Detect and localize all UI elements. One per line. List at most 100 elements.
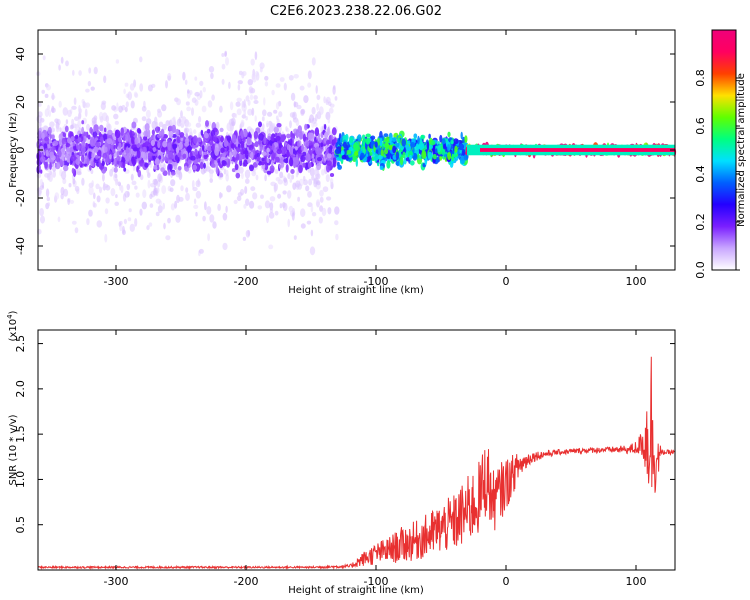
heatmap-cell <box>249 164 254 172</box>
heatmap-cell <box>421 150 427 160</box>
heatmap-cell <box>286 152 290 157</box>
snr-x-tick-label: -200 <box>234 575 259 588</box>
heatmap-cell <box>116 155 121 162</box>
heatmap-cell <box>269 208 274 213</box>
heatmap-cell <box>185 122 192 128</box>
heatmap-cell <box>81 126 85 134</box>
heatmap-cell <box>252 192 258 200</box>
heatmap-cell <box>194 91 200 97</box>
heatmap-cell <box>327 116 331 124</box>
heatmap-cell <box>261 151 267 156</box>
heatmap-cell <box>65 119 69 125</box>
heatmap-cell <box>293 235 297 240</box>
heatmap-cell <box>253 95 258 100</box>
heatmap-cell <box>305 185 310 192</box>
heatmap-cell <box>292 111 297 120</box>
heatmap-cell <box>77 137 82 143</box>
heatmap-cell <box>157 173 162 182</box>
heatmap-cell <box>106 138 113 145</box>
heatmap-cell <box>417 135 420 145</box>
heatmap-cell <box>123 132 126 142</box>
heatmap-cell <box>126 183 131 191</box>
heatmap-cell <box>311 153 315 159</box>
heatmap-cell <box>310 229 314 237</box>
heatmap-cell <box>66 155 72 163</box>
heatmap-cell <box>182 153 187 159</box>
heatmap-cell <box>280 134 285 143</box>
heatmap-cell <box>301 143 304 152</box>
heatmap-cell <box>92 161 95 168</box>
colorbar-label: Normalized spectral amplitude <box>736 73 747 227</box>
heatmap-cell <box>293 101 296 108</box>
heatmap-cell <box>395 151 400 160</box>
heatmap-cell <box>87 80 92 87</box>
heatmap-cell <box>102 185 107 191</box>
heatmap-cell <box>264 81 269 87</box>
heatmap-cell <box>46 144 51 149</box>
heatmap-cell <box>95 154 99 160</box>
heatmap-cell <box>233 199 238 205</box>
heatmap-cell <box>282 202 288 212</box>
heatmap-cell <box>130 100 135 109</box>
heatmap-cell <box>89 138 96 147</box>
heatmap-cell <box>318 216 323 224</box>
heatmap-cell <box>273 126 279 134</box>
heatmap-cell <box>127 91 133 101</box>
heatmap-cell <box>437 145 441 153</box>
heatmap-cell <box>285 164 289 173</box>
heatmap-cell <box>101 160 105 167</box>
heatmap-cell <box>193 129 197 135</box>
heatmap-cell <box>185 187 189 193</box>
heatmap-cell <box>49 151 54 158</box>
heatmap-cell <box>143 136 148 141</box>
heatmap-cell <box>254 115 257 122</box>
heatmap-cell <box>271 89 275 96</box>
heatmap-cell <box>38 164 41 171</box>
heatmap-cell <box>385 136 390 143</box>
heatmap-cell <box>168 131 174 138</box>
heatmap-cell <box>248 144 254 151</box>
heatmap-cell <box>141 105 147 112</box>
heatmap-cell <box>114 201 119 206</box>
heatmap-cell <box>63 188 69 197</box>
heatmap-cell <box>341 154 347 160</box>
heatmap-cell <box>253 147 256 156</box>
heatmap-cell <box>231 121 235 126</box>
heatmap-cell <box>207 100 213 108</box>
heatmap-cell <box>229 101 234 111</box>
heatmap-cell <box>222 152 227 158</box>
heatmap-cell <box>268 244 274 250</box>
heatmap-cell <box>99 124 104 132</box>
heatmap-cell <box>226 185 232 193</box>
heatmap-cell <box>243 129 248 138</box>
heatmap-cell <box>259 66 263 73</box>
heatmap-cell <box>64 125 69 133</box>
heatmap-cell <box>255 70 259 77</box>
heatmap-cell <box>236 147 242 153</box>
heatmap-cell <box>377 162 380 167</box>
heatmap-cell <box>128 208 132 213</box>
heatmap-cell <box>101 100 107 105</box>
heatmap-cell <box>209 178 213 183</box>
heatmap-cell <box>262 109 267 117</box>
heatmap-cell <box>163 222 166 230</box>
heatmap-x-axis: -300 -200 -100 0 100 <box>104 30 647 288</box>
heatmap-cell <box>107 123 112 132</box>
heatmap-cell <box>307 70 312 80</box>
heatmap-cell <box>292 182 297 190</box>
heatmap-cell <box>279 77 285 82</box>
heatmap-cell <box>183 127 190 134</box>
heatmap-cell <box>266 170 272 175</box>
heatmap-cell <box>118 105 123 113</box>
heatmap-cell <box>194 76 198 81</box>
heatmap-cell <box>447 152 452 160</box>
heatmap-cell <box>114 129 121 139</box>
heatmap-cell <box>335 233 339 241</box>
heatmap-cell <box>132 147 139 152</box>
heatmap-cell <box>247 99 251 106</box>
heatmap-cell <box>334 220 339 226</box>
heatmap-cell <box>178 141 183 150</box>
heatmap-cell <box>120 185 124 193</box>
heatmap-cell <box>409 154 413 161</box>
heatmap-cell <box>362 134 366 140</box>
